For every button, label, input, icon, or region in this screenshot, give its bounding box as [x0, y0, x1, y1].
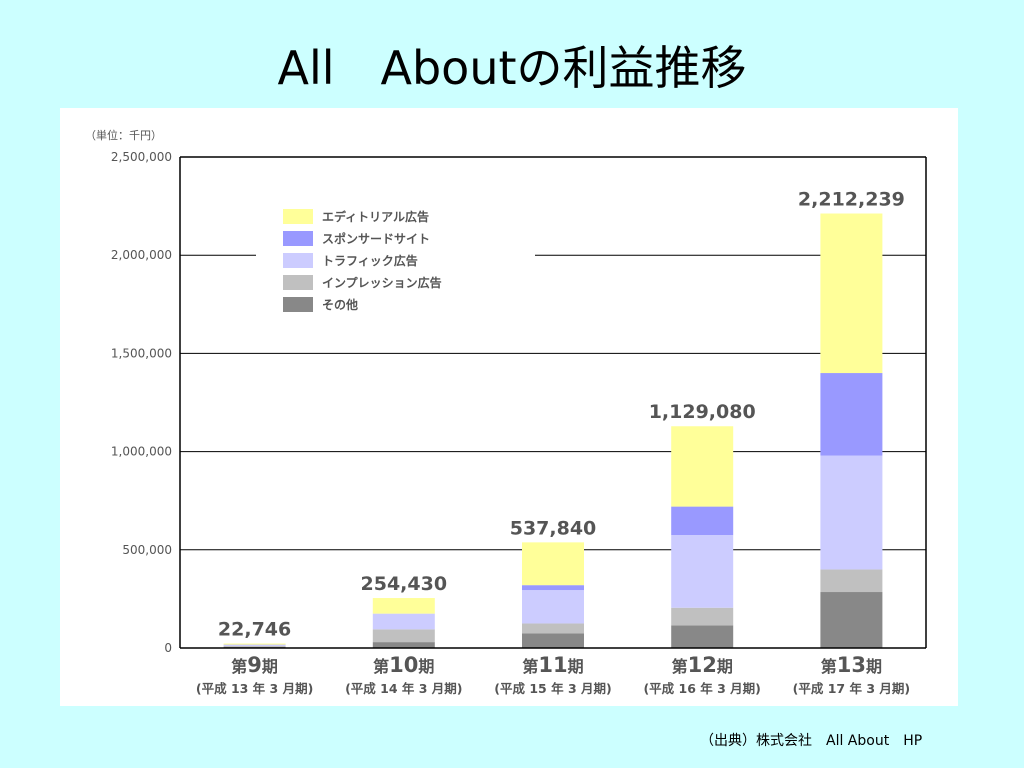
bar-segment [522, 633, 584, 648]
y-tick-label: 1,000,000 [111, 445, 172, 459]
bar-segment [671, 426, 734, 507]
bar-segment [671, 506, 734, 536]
x-category-sublabel: (平成 15 年 3 月期) [494, 681, 611, 696]
bar-segment [820, 373, 883, 456]
x-category-label: 第10期 [373, 653, 434, 677]
bar-segment [522, 623, 584, 634]
x-category-label: 第12期 [672, 653, 733, 677]
stacked-bar-chart: 0 500,000 1,000,000 1,500,000 2,000,000 2,500… [85, 128, 927, 696]
bar-segment [372, 629, 435, 643]
bar-total-label: 1,129,080 [649, 401, 756, 423]
bar-segment [223, 645, 286, 647]
legend-swatch [283, 231, 313, 246]
x-category-label: 第13期 [821, 653, 882, 677]
y-tick-label: 2,500,000 [111, 150, 172, 164]
legend-label: その他 [322, 297, 358, 312]
legend-swatch [283, 253, 313, 268]
legend-label: スポンサードサイト [322, 231, 430, 246]
x-category-sublabel: (平成 13 年 3 月期) [196, 681, 313, 696]
bar-segment [522, 590, 584, 624]
bar-segment [820, 455, 883, 570]
slide-title: All Aboutの利益推移 [277, 41, 747, 95]
bar-segment [522, 542, 584, 586]
bar-segment [372, 613, 435, 630]
y-tick-label: 0 [164, 641, 172, 655]
legend-swatch [283, 297, 313, 312]
bar-segment [820, 213, 883, 374]
bar-total-label: 2,212,239 [798, 189, 905, 211]
bar-segment [820, 569, 883, 593]
bar-total-label: 537,840 [510, 517, 597, 539]
unit-label: （単位：千円） [85, 128, 162, 142]
bar-total-label: 254,430 [361, 573, 448, 595]
x-category-sublabel: (平成 17 年 3 月期) [793, 681, 910, 696]
bar-total-label: 22,746 [218, 619, 291, 641]
y-tick-label: 1,500,000 [111, 346, 172, 360]
legend-label: エディトリアル広告 [322, 209, 429, 224]
bar-segment [671, 607, 734, 626]
legend-label: インプレッション広告 [322, 275, 442, 290]
x-category-label: 第11期 [522, 653, 583, 677]
chart-panel: 0 500,000 1,000,000 1,500,000 2,000,000 2,500… [60, 108, 958, 706]
x-category-sublabel: (平成 14 年 3 月期) [345, 681, 462, 696]
bar-segment [671, 625, 734, 648]
x-category-sublabel: (平成 16 年 3 月期) [643, 681, 760, 696]
source-note: （出典）株式会社 All About HP [700, 733, 923, 749]
bar-segment [372, 598, 435, 614]
bar-segment [372, 642, 435, 648]
bar-segment [223, 643, 286, 645]
bar-segment [522, 585, 584, 591]
legend-swatch [283, 209, 313, 224]
x-category-label: 第9期 [231, 653, 278, 677]
y-tick-label: 2,000,000 [111, 248, 172, 262]
legend-label: トラフィック広告 [322, 253, 418, 268]
bar-segment [820, 592, 883, 648]
y-tick-label: 500,000 [122, 543, 172, 557]
legend-swatch [283, 275, 313, 290]
bar-segment [671, 535, 734, 608]
bar-segment [223, 646, 286, 648]
